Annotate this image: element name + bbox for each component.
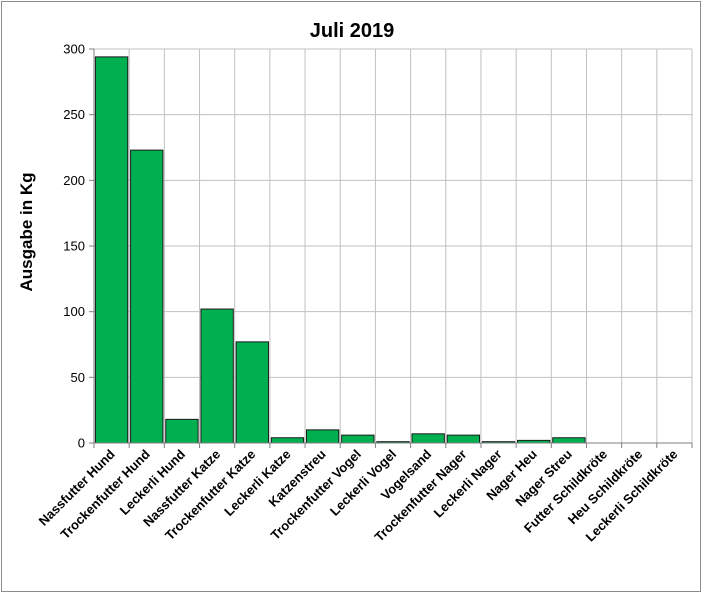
y-tick-label: 50: [71, 370, 85, 385]
bar: [200, 308, 234, 444]
y-tick-label: 100: [63, 304, 85, 319]
y-tick-labels: 0 50 100 150 200 250 300: [63, 42, 85, 451]
bar: [305, 429, 340, 444]
y-axis-label: Ausgabe in Kg: [17, 172, 36, 291]
y-tick-label: 300: [63, 42, 85, 57]
bar: [94, 56, 129, 444]
y-tick-label: 0: [78, 436, 85, 451]
y-tick-label: 200: [63, 173, 85, 188]
bar: [235, 341, 269, 444]
bar: [446, 434, 481, 444]
grid: [94, 48, 693, 443]
bar: [552, 437, 586, 444]
chart-title: Juli 2019: [310, 20, 395, 42]
bar: [411, 433, 445, 444]
bar: [130, 149, 164, 444]
bars: [94, 56, 586, 444]
y-tick-label: 250: [63, 107, 85, 122]
axes: [89, 48, 693, 448]
bar: [341, 434, 375, 444]
y-tick-label: 150: [63, 239, 85, 254]
bar: [270, 437, 305, 444]
bar: [165, 418, 199, 444]
